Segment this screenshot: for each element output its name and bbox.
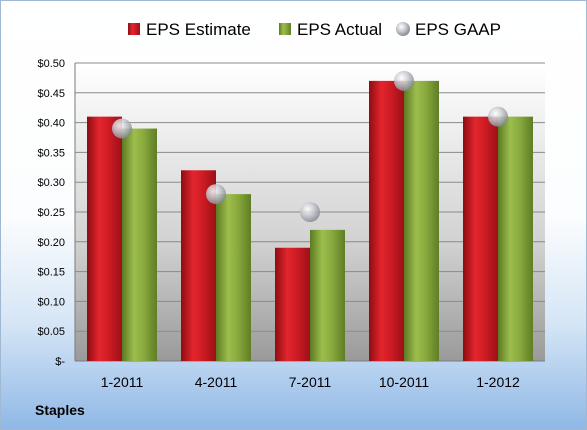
y-tick-label: $0.20 xyxy=(37,237,65,249)
x-tick-label: 10-2011 xyxy=(379,374,430,390)
x-tick-label: 4-2011 xyxy=(195,374,238,390)
marker-eps-gaap xyxy=(206,184,226,205)
bar-eps-actual xyxy=(122,128,157,361)
legend-label: EPS GAAP xyxy=(415,20,501,39)
legend-circle-icon xyxy=(396,22,410,36)
y-tick-label: $0.50 xyxy=(37,58,65,70)
legend-label: EPS Estimate xyxy=(146,20,251,39)
bar-eps-estimate xyxy=(275,247,310,361)
y-tick-label: $- xyxy=(55,356,65,368)
y-tick-label: $0.15 xyxy=(37,267,65,279)
gaap-markers xyxy=(112,70,508,222)
x-tick-label: 7-2011 xyxy=(289,374,332,390)
bar-eps-estimate xyxy=(87,116,122,361)
bar-eps-actual xyxy=(404,80,439,361)
marker-eps-gaap xyxy=(394,70,414,91)
legend-square-icon xyxy=(128,23,140,35)
bar-eps-actual xyxy=(498,116,533,361)
y-tick-label: $0.35 xyxy=(37,147,65,159)
y-tick-label: $0.25 xyxy=(37,207,65,219)
bars xyxy=(87,80,533,361)
y-tick-label: $0.40 xyxy=(37,118,65,130)
y-tick-label: $0.30 xyxy=(37,177,65,189)
marker-eps-gaap xyxy=(300,202,320,222)
bar-eps-actual xyxy=(216,194,251,361)
legend-label: EPS Actual xyxy=(297,20,382,39)
marker-eps-gaap xyxy=(112,118,132,139)
marker-eps-gaap xyxy=(488,106,508,127)
legend: EPS Estimate EPS Actual EPS GAAP xyxy=(128,20,501,39)
x-axis-ticks: 1-2011 4-2011 7-2011 10-2011 1-2012 xyxy=(101,374,520,390)
company-name: Staples xyxy=(35,402,85,418)
bar-eps-estimate xyxy=(463,116,498,361)
x-tick-label: 1-2011 xyxy=(101,374,144,390)
y-tick-label: $0.05 xyxy=(37,326,65,338)
bar-eps-actual xyxy=(310,229,345,361)
legend-square-icon xyxy=(279,23,291,35)
y-tick-label: $0.45 xyxy=(37,88,65,100)
y-tick-label: $0.10 xyxy=(37,296,65,308)
bar-eps-estimate xyxy=(369,80,404,361)
y-axis-ticks: $- $0.05 $0.10 $0.15 $0.20 $0.25 $0.30 $0.35 $0.… xyxy=(37,58,65,368)
x-tick-label: 1-2012 xyxy=(476,374,520,390)
